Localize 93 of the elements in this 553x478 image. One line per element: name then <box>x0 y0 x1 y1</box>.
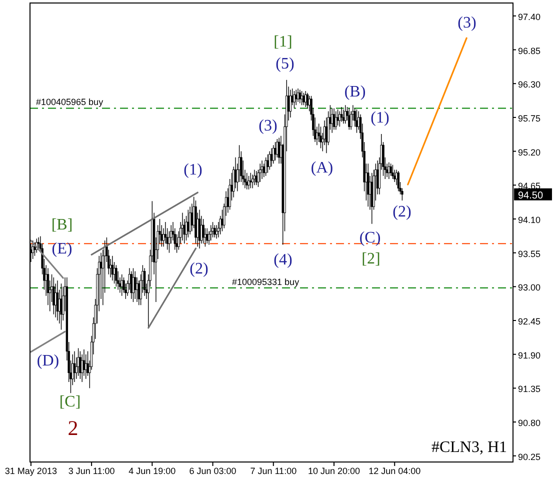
candlestick <box>60 283 62 330</box>
annotation: (A) <box>310 160 334 177</box>
candlestick <box>84 354 87 380</box>
candlestick <box>132 268 134 302</box>
y-tick-label: 95.20 <box>518 147 541 158</box>
candlestick <box>300 90 303 106</box>
x-tick-label: 7 Jun 11:00 <box>250 466 297 476</box>
candlestick <box>130 270 132 300</box>
candlestick <box>188 206 192 235</box>
annotation: [B] <box>51 216 73 234</box>
candlestick <box>331 108 334 134</box>
candlestick <box>336 109 339 126</box>
annotation: [C] <box>59 394 81 411</box>
candlestick <box>266 154 269 174</box>
candlestick <box>37 237 40 250</box>
candlestick <box>246 172 248 190</box>
y-tick-label: 92.45 <box>518 316 541 326</box>
y-tick-label: 95.75 <box>518 113 541 124</box>
ref-line-label: #100405965 buy <box>36 97 104 108</box>
annotation: (5) <box>276 56 294 73</box>
candlestick <box>390 163 392 176</box>
annotation: (3) <box>258 118 278 135</box>
candlestick <box>214 224 216 238</box>
candlestick <box>293 90 296 109</box>
annotation: [2] <box>362 250 380 268</box>
candlestick <box>348 108 350 130</box>
annotation: (D) <box>36 352 60 370</box>
candlestick <box>187 209 190 238</box>
candlestick <box>255 170 258 186</box>
annotation: (E) <box>52 240 72 258</box>
x-tick-label: 6 Jun 03:00 <box>189 466 236 476</box>
y-tick-label: 90.80 <box>518 418 541 428</box>
y-tick-label: 91.90 <box>518 350 541 360</box>
candlestick <box>367 163 370 208</box>
y-tick-label: 93.55 <box>518 248 541 259</box>
candlestick <box>334 110 337 130</box>
candlestick <box>77 348 80 376</box>
candlestick <box>111 256 114 281</box>
candlestick <box>392 164 394 180</box>
x-tick-label: 12 Jun 04:00 <box>368 466 421 476</box>
candlestick <box>264 157 267 176</box>
y-tick-label: 91.35 <box>518 384 541 394</box>
candlestick <box>338 110 341 128</box>
candlestick <box>120 274 123 296</box>
candlestick <box>215 224 218 240</box>
annotation: (B) <box>344 84 366 101</box>
x-tick-label: 10 Jun 20:00 <box>308 466 360 476</box>
candlestick <box>272 144 274 164</box>
annotation: (3) <box>458 14 476 32</box>
candlestick <box>304 90 307 108</box>
y-tick-label: 96.30 <box>518 80 541 90</box>
candlestick <box>202 218 204 244</box>
candlestick <box>143 268 146 296</box>
candlestick <box>295 89 298 106</box>
y-tick-label: 90.25 <box>518 452 541 462</box>
candlestick <box>115 264 118 287</box>
candlestick <box>80 354 84 382</box>
y-tick-label: 94.10 <box>518 214 541 225</box>
candlestick <box>298 89 302 104</box>
candlestick <box>320 126 322 149</box>
annotation: (4) <box>274 252 292 269</box>
candlestick <box>274 142 276 161</box>
x-tick-label: 31 May 2013 <box>4 466 57 476</box>
candlestick <box>206 228 208 244</box>
candlestick <box>250 172 252 189</box>
x-tick-label: 4 Jun 19:00 <box>128 466 176 476</box>
y-tick-label: 97.40 <box>518 12 541 22</box>
annotation: (2) <box>190 260 208 278</box>
ref-line-label: #100095331 buy <box>232 276 300 287</box>
text: #CLN3, H1 <box>431 439 507 456</box>
x-tick-label: 3 Jun 11:00 <box>68 466 115 476</box>
annotation: (2) <box>392 204 412 221</box>
candlestick <box>340 106 343 122</box>
y-tick-label: 93.00 <box>518 282 541 293</box>
annotation: (1) <box>184 162 202 179</box>
candlestick <box>356 109 358 134</box>
text: 94.50 <box>518 190 544 202</box>
candlestick <box>34 242 36 256</box>
candlestick <box>344 104 346 124</box>
candlestick <box>79 350 82 380</box>
candlestick <box>134 270 136 300</box>
candlestick <box>302 92 305 106</box>
candlestick <box>397 170 400 192</box>
candlestick <box>52 277 55 315</box>
candlestick <box>248 176 250 190</box>
candlestick <box>212 222 214 238</box>
annotation: 2 <box>68 416 78 440</box>
y-tick-label: 96.85 <box>518 46 541 56</box>
candlestick <box>210 224 212 241</box>
candlestick <box>268 150 271 170</box>
annotation: (C) <box>359 230 381 247</box>
annotation: [1] <box>274 34 292 51</box>
annotation: (1) <box>370 110 390 127</box>
